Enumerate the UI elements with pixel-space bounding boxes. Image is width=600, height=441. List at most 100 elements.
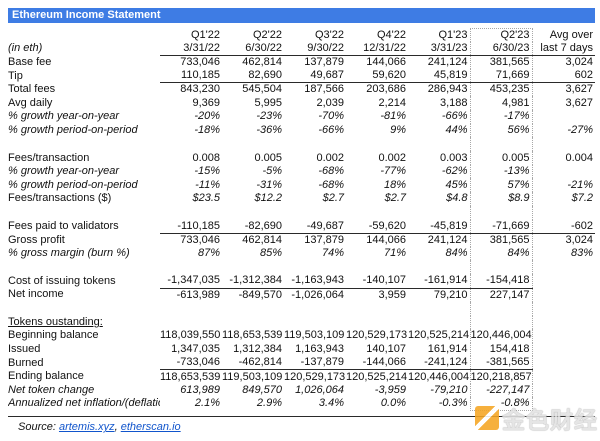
table-cell: 45,819 [408, 69, 470, 84]
table-row: Burned -733,046 -462,814 -137,879 -144,066 -2… [8, 356, 595, 371]
table-cell: $8.9 [469, 192, 533, 206]
empty-cell [8, 206, 160, 220]
empty-cell [284, 206, 346, 220]
table-cell: 74% [321, 247, 344, 260]
watermark: 金色财经 [475, 401, 598, 435]
empty-cell [222, 302, 284, 316]
table-cell: -15% [194, 165, 220, 178]
table-cell: 3,188 [439, 96, 468, 109]
table-cell: -66% [318, 123, 344, 136]
table-cell: 0.0% [380, 397, 406, 410]
table-row: Issued 1,347,035 1,312,384 1,163,943 140,107… [8, 342, 595, 357]
table-cell: 3,627 [565, 96, 593, 109]
column-header: Q1'22 [190, 28, 220, 41]
table-cell: -1,163,943 [284, 274, 346, 289]
row-label: Fees/transactions ($) [8, 192, 112, 205]
table-cell: 0.005 [254, 151, 282, 164]
empty-cell [8, 302, 160, 316]
column-header: Q1'23 [438, 28, 468, 41]
table-cell: $4.8 [446, 192, 468, 205]
table-cell: 161,914 [427, 343, 468, 356]
empty-cell [160, 260, 222, 274]
column-header: Q2'23 [469, 28, 533, 43]
table-cell: -154,418 [469, 274, 533, 289]
table-cell [408, 316, 470, 330]
table-cell: -1,312,384 [222, 274, 284, 289]
table-cell [532, 384, 595, 398]
empty-cell [469, 205, 533, 220]
table-cell: 118,653,539 [160, 370, 221, 383]
table-cell: -3,959 [374, 383, 406, 396]
column-subheader: 6/30/23 [469, 42, 533, 57]
table-row: % growth period-on-period -11% -31% -68% 18%… [8, 178, 595, 193]
empty-cell [408, 206, 470, 220]
income-statement-table: Q1'22 Q2'22 Q3'22 Q4'22 Q1'23 Q2'23 Avg over (i… [8, 28, 595, 412]
table-cell: -241,124 [408, 356, 470, 371]
row-label: Ending balance [8, 370, 84, 383]
empty-cell [408, 260, 470, 274]
table-row: % growth year-on-year -15% -5% -68% -77% -62%… [8, 164, 595, 179]
table-cell: -613,989 [176, 288, 220, 301]
table-row: Net token change 613,989 849,570 1,026,064 -… [8, 383, 595, 398]
table-cell: 79,210 [433, 288, 468, 301]
row-label: Total fees [8, 83, 56, 96]
table-cell: $7.2 [571, 192, 593, 205]
table-cell: $2.7 [322, 192, 344, 205]
table-cell: 843,230 [180, 83, 220, 96]
empty-cell [160, 302, 222, 316]
table-cell: 733,046 [180, 56, 220, 69]
table-row: Net income -613,989 -849,570 -1,026,064 3,95… [8, 288, 595, 302]
table-cell: 849,570 [242, 383, 282, 396]
source-link-etherscan[interactable]: etherscan.io [120, 421, 181, 434]
quarter-header-row: Q1'22 Q2'22 Q3'22 Q4'22 Q1'23 Q2'23 Avg over [8, 28, 595, 43]
table-cell: -13% [469, 164, 533, 179]
page-title: Ethereum Income Statement [12, 9, 161, 21]
table-cell: -137,879 [284, 356, 346, 371]
table-cell: 462,814 [242, 56, 282, 69]
table-cell: -71,669 [469, 219, 533, 234]
table-cell: -227,147 [469, 383, 533, 398]
empty-cell [346, 206, 408, 220]
table-cell: 733,046 [180, 233, 220, 246]
column-subheader: last 7 days [532, 42, 595, 57]
row-label: Cost of issuing tokens [8, 274, 116, 287]
table-cell: 0.008 [192, 151, 220, 164]
table-cell: 545,504 [242, 83, 282, 96]
table-cell: 5,995 [254, 96, 282, 109]
table-cell: -381,565 [469, 356, 533, 371]
table-cell: 3,959 [378, 288, 406, 301]
table-cell: -68% [318, 165, 344, 178]
table-cell: 4,981 [469, 96, 533, 111]
table-cell: -1,026,064 [291, 288, 344, 301]
spacer-row [8, 301, 595, 316]
source-link-artemis[interactable]: artemis.xyz [58, 421, 115, 434]
empty-cell [532, 206, 595, 220]
empty-cell [284, 260, 346, 274]
empty-cell [346, 260, 408, 274]
table-row: Gross profit 733,046 462,814 137,879 144,066… [8, 233, 595, 247]
table-cell: 110,185 [160, 69, 222, 84]
table-cell: 144,066 [366, 56, 406, 69]
empty-cell [346, 302, 408, 316]
table-cell: -23% [256, 110, 282, 123]
empty-cell [8, 260, 160, 274]
table-cell [222, 316, 284, 330]
jinse-finance-logo-icon [475, 406, 499, 430]
table-cell: 2,214 [378, 96, 406, 109]
table-cell: -31% [256, 178, 282, 191]
table-row: Avg daily 9,369 5,995 2,039 2,214 3,188 4,981 3… [8, 96, 595, 111]
empty-cell [532, 302, 595, 316]
table-cell [532, 370, 595, 384]
table-row: Tip 110,185 82,690 49,687 59,620 45,819 71,669… [8, 69, 595, 84]
table-cell [469, 315, 533, 330]
title-bar: Ethereum Income Statement [8, 8, 595, 23]
table-cell: -77% [380, 165, 406, 178]
table-cell: 453,235 [469, 82, 533, 97]
table-cell: 45% [445, 178, 468, 191]
table-cell: -21% [567, 178, 593, 191]
empty-cell [8, 137, 160, 151]
table-cell [532, 356, 595, 370]
table-cell: 1,163,943 [295, 343, 344, 356]
table-cell: -68% [318, 178, 344, 191]
